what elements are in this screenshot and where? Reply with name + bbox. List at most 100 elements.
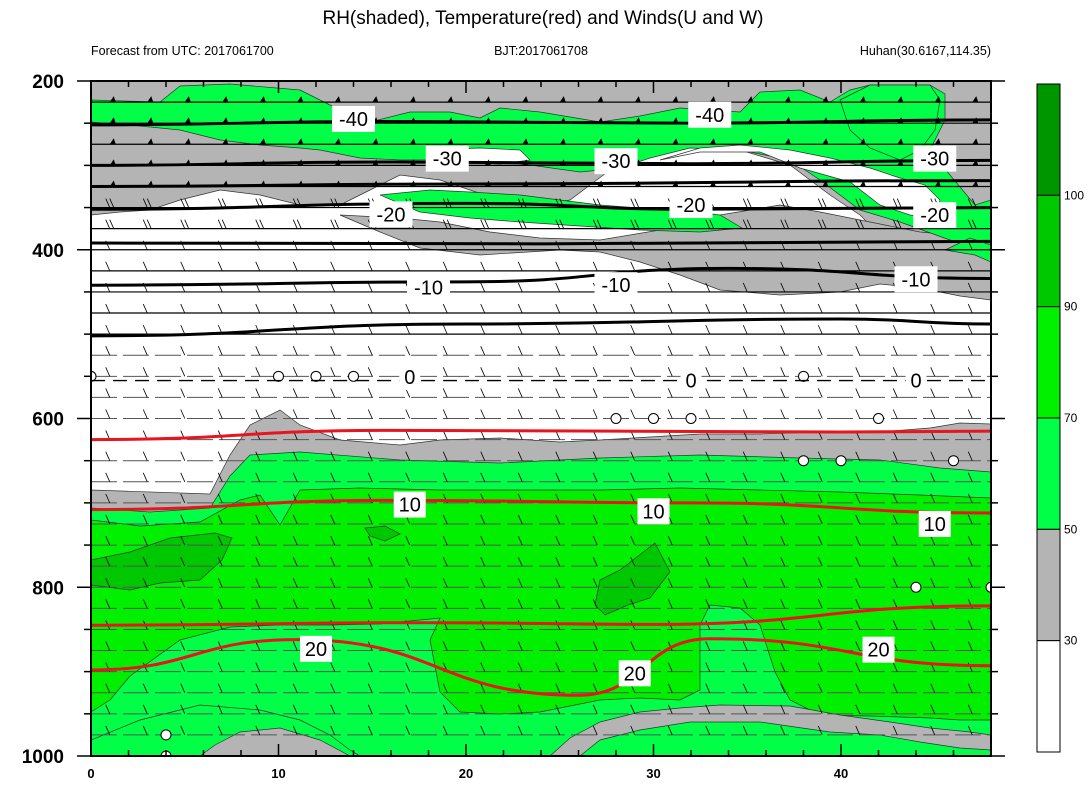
wind-barb [480, 472, 486, 482]
wind-barb [517, 282, 523, 293]
contour-label-box [680, 367, 702, 394]
wind-barb [855, 683, 861, 693]
temperature-contour-line [91, 266, 991, 287]
wind-barb-flag [747, 96, 754, 103]
contour-label-text: -10 [602, 275, 631, 297]
wind-barb [892, 535, 898, 546]
colorbar-label: 100 [1064, 188, 1084, 202]
wind-barb [330, 472, 336, 482]
wind-barb [930, 324, 936, 335]
wind-barb [480, 346, 486, 356]
wind-barb [180, 409, 186, 419]
wind-barb-flag [709, 138, 716, 145]
wind-barb [255, 535, 261, 546]
contour-label-box [300, 635, 332, 662]
wind-barb [930, 472, 936, 482]
contour-label: 0 [905, 367, 927, 394]
contour-label: -10 [894, 266, 938, 293]
wind-barb [105, 367, 111, 377]
wind-barb [180, 704, 186, 714]
wind-barb [667, 451, 673, 461]
contour-label-text: 10 [399, 495, 421, 517]
wind-barb [592, 388, 598, 398]
wind-barb [405, 683, 411, 693]
wind-barb [480, 367, 486, 377]
wind-barb [296, 219, 302, 229]
wind-barb [892, 451, 898, 461]
wind-barb [780, 535, 786, 546]
wind-barb [142, 535, 148, 546]
calm-wind-circle [798, 370, 809, 382]
wind-barb [855, 261, 861, 272]
contour-label: -30 [913, 145, 957, 172]
wind-barb [967, 493, 973, 504]
wind-barb [709, 219, 715, 229]
wind-barb [442, 324, 448, 335]
wind-barb [780, 409, 786, 419]
wind-barb [442, 219, 448, 229]
wind-barb [292, 472, 298, 482]
wind-barb-flag [409, 138, 416, 145]
wind-barb [255, 388, 261, 398]
wind-barb [221, 219, 227, 229]
wind-barb [967, 198, 973, 208]
wind-barb [217, 662, 223, 672]
wind-barb [517, 556, 523, 567]
wind-barb [892, 198, 898, 208]
contour-label-text: -20 [920, 205, 949, 227]
wind-barb [742, 556, 748, 567]
wind-barb [742, 451, 748, 461]
wind-barb [405, 535, 411, 546]
wind-barb [105, 219, 111, 229]
wind-barb [480, 641, 486, 651]
wind-barb [780, 704, 786, 714]
y-tick-label: 600 [32, 410, 64, 431]
wind-barb [780, 493, 786, 504]
contour-label-box [594, 148, 638, 175]
wind-barb [292, 556, 298, 567]
wind-barb [292, 662, 298, 672]
wind-barb [480, 303, 486, 314]
wind-barb [967, 556, 973, 567]
wind-barb [217, 261, 223, 272]
colorbar-label: 90 [1064, 300, 1078, 314]
wind-barb [367, 683, 373, 693]
contour-label: 10 [637, 498, 670, 525]
wind-barb [442, 556, 448, 567]
contour-label-text: -40 [339, 109, 368, 131]
wind-barb [930, 303, 936, 314]
wind-barb [817, 620, 823, 630]
contour-label-text: -10 [902, 269, 931, 291]
wind-barb [630, 409, 636, 419]
contour-label-text: 20 [867, 640, 889, 662]
calm-wind-circle [160, 729, 172, 741]
wind-barb [255, 599, 261, 609]
wind-barb-flag [747, 138, 754, 145]
wind-barb-flag [259, 96, 266, 103]
wind-barb [405, 472, 411, 482]
wind-barb-flag [147, 117, 154, 124]
wind-barb [780, 219, 786, 229]
wind-barb [667, 282, 673, 293]
wind-barb [634, 198, 640, 208]
wind-barb [517, 324, 523, 335]
wind-barb [705, 599, 711, 609]
wind-barb [817, 599, 823, 609]
wind-barb [630, 367, 636, 377]
calm-wind-circle [648, 413, 659, 424]
wind-barb [592, 683, 598, 693]
wind-barb [555, 324, 561, 335]
wind-barb [817, 198, 823, 208]
wind-barb [817, 219, 823, 229]
wind-barb [555, 472, 561, 482]
wind-barb-flag [372, 138, 379, 145]
wind-barb [367, 704, 373, 714]
wind-barb [105, 303, 111, 314]
wind-barb [255, 725, 261, 736]
wind-barb [817, 472, 823, 482]
wind-barb [592, 303, 598, 314]
wind-barb [742, 578, 748, 588]
wind-barb-flag [859, 138, 866, 145]
wind-barb [255, 493, 261, 504]
wind-barb [442, 409, 448, 419]
